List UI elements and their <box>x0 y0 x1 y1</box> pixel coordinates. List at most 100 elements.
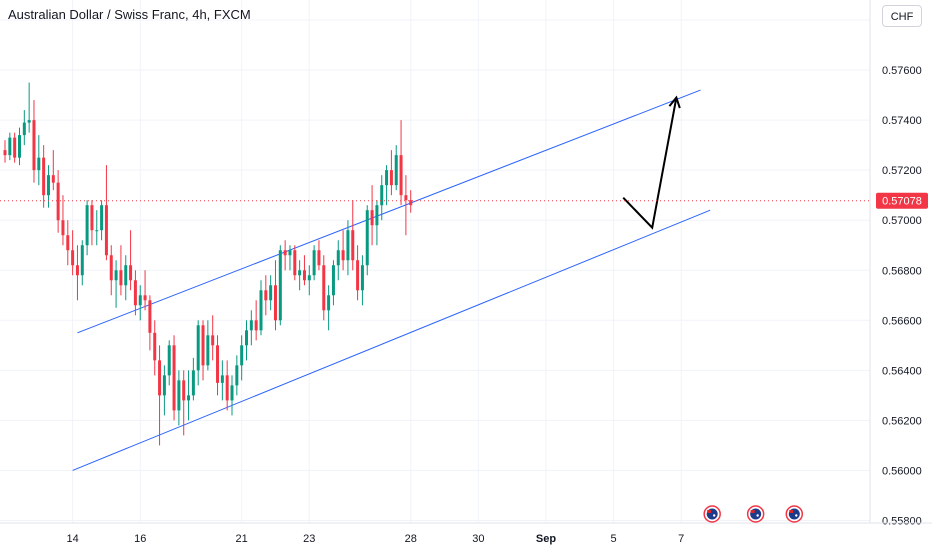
y-tick-label: 0.57600 <box>882 65 922 77</box>
candle-body <box>124 265 128 286</box>
x-tick-label: 28 <box>405 533 417 545</box>
y-tick-label: 0.56200 <box>882 415 922 427</box>
candle-body <box>409 200 413 206</box>
event-flag-icon[interactable] <box>746 505 765 523</box>
candles <box>3 82 413 446</box>
candle-body <box>148 300 152 333</box>
candle-body <box>360 265 364 291</box>
candle-body <box>95 230 99 232</box>
candle-body <box>331 265 335 296</box>
candle-body <box>283 250 287 256</box>
candle-body <box>187 395 191 401</box>
channel-line-lower[interactable] <box>72 209 711 471</box>
candle-body <box>133 280 137 306</box>
candle-body <box>177 380 181 411</box>
candle-body <box>172 345 176 411</box>
candle-body <box>71 250 75 266</box>
candle-body <box>322 265 326 311</box>
y-tick-label: 0.56800 <box>882 265 922 277</box>
candle-body <box>307 275 311 281</box>
candle-body <box>27 120 31 123</box>
candle-body <box>230 385 234 401</box>
candle-body <box>399 155 403 196</box>
candle-body <box>182 380 186 401</box>
candle-body <box>162 375 166 396</box>
y-tick-label: 0.57400 <box>882 115 922 127</box>
candle-body <box>90 205 94 231</box>
candle-body <box>394 155 398 186</box>
candle-body <box>17 135 21 158</box>
candle-body <box>167 345 171 376</box>
candle-body <box>404 195 408 201</box>
last-price-badge <box>876 192 928 209</box>
candle-body <box>75 265 79 276</box>
event-flag-union <box>707 510 712 513</box>
y-tick-label: 0.57000 <box>882 215 922 227</box>
candle-body <box>235 365 239 386</box>
candle-body <box>259 290 263 331</box>
candle-body <box>249 320 253 331</box>
chart-title: Australian Dollar / Swiss Franc, 4h, FXC… <box>8 7 251 22</box>
candle-body <box>346 230 350 261</box>
event-flag-union <box>750 510 755 513</box>
candle-body <box>317 250 321 266</box>
candle-body <box>225 375 229 401</box>
candle-body <box>8 137 12 156</box>
candle-body <box>375 205 379 226</box>
candle-body <box>138 295 142 306</box>
candle-body <box>312 250 316 276</box>
candle-body <box>356 260 360 291</box>
candle-body <box>100 205 104 231</box>
trend-channel[interactable] <box>72 89 711 471</box>
candle-body <box>269 285 273 301</box>
candle-body <box>351 230 355 261</box>
x-tick-label: 7 <box>678 533 684 545</box>
event-flag-star <box>712 514 716 517</box>
candle-body <box>365 210 369 266</box>
candle-body <box>66 235 70 251</box>
candle-body <box>129 265 133 281</box>
candle-body <box>278 250 282 321</box>
projection-arrow[interactable] <box>622 95 681 230</box>
event-flag-icon[interactable] <box>703 505 721 523</box>
y-tick-label: 0.56600 <box>882 315 922 327</box>
currency-badge[interactable]: CHF <box>882 5 922 27</box>
candle-body <box>288 250 292 256</box>
x-tick-label: 30 <box>472 533 484 545</box>
projection-arrowhead[interactable] <box>668 95 681 109</box>
candle-body <box>191 370 195 396</box>
y-tick-label: 0.55800 <box>882 515 922 527</box>
channel-line-upper[interactable] <box>77 89 701 334</box>
y-tick-label: 0.56400 <box>882 365 922 377</box>
candle-body <box>119 270 123 286</box>
y-tick-label: 0.57200 <box>882 165 922 177</box>
event-flag-star <box>756 514 759 517</box>
candle-body <box>327 295 331 311</box>
candle-body <box>3 150 7 156</box>
x-tick-label: 14 <box>66 533 78 545</box>
y-tick-label: 0.56000 <box>882 465 922 477</box>
candle-body <box>273 285 277 321</box>
candle-body <box>114 270 118 281</box>
candle-body <box>13 137 17 158</box>
candle-body <box>32 120 36 171</box>
candle-body <box>341 250 345 261</box>
event-flag-icon[interactable] <box>785 505 804 523</box>
candle-body <box>370 210 374 226</box>
candle-body <box>109 255 113 281</box>
candle-body <box>336 250 340 266</box>
x-tick-label: 5 <box>611 533 617 545</box>
candle-body <box>153 332 157 361</box>
candle-body <box>245 330 248 346</box>
candle-body <box>196 325 200 371</box>
candle-body <box>104 205 108 256</box>
projection-path[interactable] <box>622 97 678 230</box>
candle-body <box>22 122 26 136</box>
candle-body <box>211 335 215 346</box>
x-tick-label: 21 <box>236 533 248 545</box>
x-tick-label: 23 <box>303 533 315 545</box>
event-flag-union <box>789 510 794 513</box>
candle-body <box>264 290 268 301</box>
